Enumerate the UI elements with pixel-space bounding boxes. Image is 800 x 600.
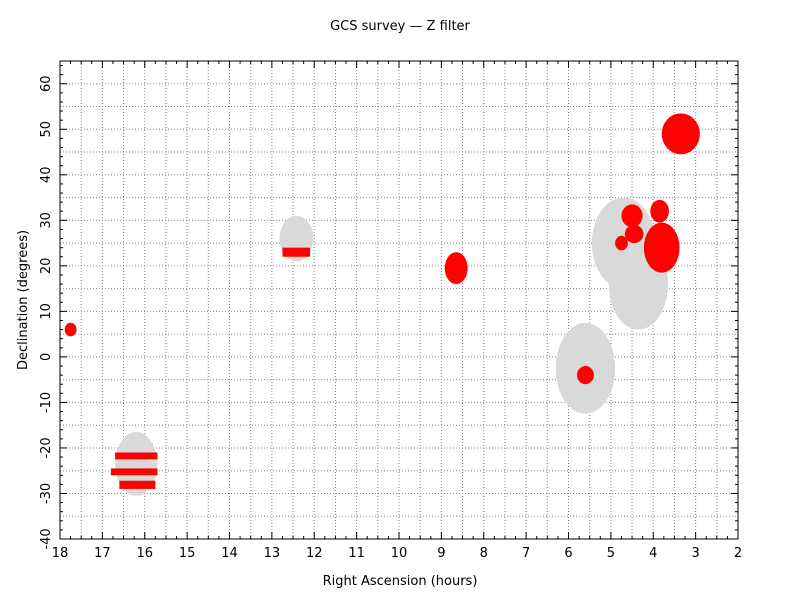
x-tick-label: 17 — [94, 546, 111, 561]
coverage-blob — [650, 199, 669, 223]
x-tick-label: 2 — [734, 546, 742, 561]
y-tick-label: -10 — [39, 392, 54, 413]
y-tick-labels: -40 -30 -20 -10 0 10 20 30 40 50 60 — [39, 75, 54, 549]
y-tick-label: 10 — [39, 303, 54, 320]
coverage-strip — [115, 452, 147, 460]
y-tick-label: 20 — [39, 258, 54, 275]
x-axis-label: Right Ascension (hours) — [323, 574, 478, 589]
target-regions — [115, 197, 669, 496]
x-tick-label: 6 — [564, 546, 572, 561]
x-tick-label: 5 — [607, 546, 615, 561]
target-region — [115, 432, 158, 496]
chart-title: GCS survey — Z filter — [330, 19, 470, 34]
x-tick-label: 15 — [179, 546, 196, 561]
coverage-blob — [624, 224, 644, 244]
x-tick-label: 10 — [391, 546, 408, 561]
x-tick-label: 3 — [691, 546, 699, 561]
y-tick-label: 40 — [39, 167, 54, 184]
x-tick-label: 7 — [522, 546, 530, 561]
x-tick-label: 8 — [480, 546, 488, 561]
y-axis-label: Declination (degrees) — [16, 230, 31, 370]
x-tick-label: 9 — [437, 546, 445, 561]
coverage-strip — [110, 468, 158, 476]
x-tick-labels: 18 17 16 15 14 13 12 11 10 9 8 7 6 5 4 3 2 — [52, 546, 742, 561]
coverage-marks — [64, 113, 700, 489]
y-tick-label: 30 — [39, 212, 54, 229]
y-tick-label: 0 — [39, 353, 54, 361]
axis-ticks — [59, 61, 739, 540]
coverage-blob — [615, 235, 628, 251]
coverage-strip — [142, 452, 158, 460]
coverage-blob — [643, 222, 680, 273]
grid — [60, 61, 738, 539]
y-tick-label: 50 — [39, 121, 54, 138]
x-tick-label: 13 — [264, 546, 281, 561]
coverage-blob — [444, 252, 468, 285]
coverage-strip — [282, 247, 311, 257]
y-tick-label: 60 — [39, 75, 54, 92]
coverage-blob — [621, 204, 643, 228]
y-tick-label: -30 — [39, 483, 54, 504]
coverage-blob — [64, 322, 77, 337]
x-tick-label: 4 — [649, 546, 657, 561]
coverage-blob — [661, 113, 700, 155]
x-tick-label: 12 — [306, 546, 323, 561]
x-tick-label: 14 — [221, 546, 238, 561]
coverage-strip — [119, 480, 156, 489]
y-tick-label: -20 — [39, 437, 54, 458]
x-tick-label: 16 — [136, 546, 153, 561]
y-tick-label: -40 — [39, 528, 54, 549]
x-tick-label: 18 — [52, 546, 69, 561]
coverage-blob — [576, 366, 594, 385]
x-tick-label: 11 — [348, 546, 365, 561]
